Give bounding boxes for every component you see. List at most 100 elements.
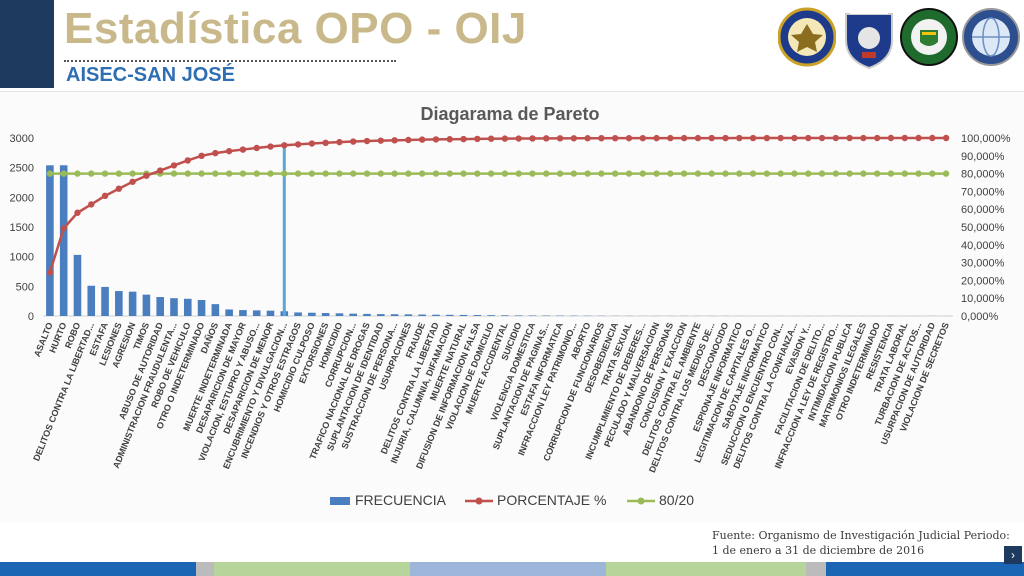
y-tick-label: 2000 [10, 192, 34, 204]
point-porcentaje [418, 136, 426, 143]
point-80-20 [887, 170, 895, 177]
point-porcentaje [212, 149, 219, 157]
point-80-20 [749, 170, 757, 177]
point-porcentaje [336, 138, 343, 146]
point-80-20 [446, 170, 453, 177]
point-porcentaje [694, 134, 702, 142]
y-tick-label: 1500 [10, 222, 34, 234]
point-80-20 [363, 170, 371, 177]
point-80-20 [46, 170, 54, 177]
point-80-20 [198, 170, 205, 177]
point-porcentaje [598, 134, 605, 142]
bar-frecuencia [266, 310, 275, 316]
legend-marker-porcentaje [475, 497, 483, 505]
point-porcentaje [101, 192, 109, 200]
bar-frecuencia [211, 304, 220, 316]
point-porcentaje [225, 147, 233, 155]
y2-tick-label: 70,000% [961, 186, 1005, 198]
point-porcentaje [432, 136, 440, 143]
point-porcentaje [860, 134, 867, 142]
point-porcentaje [515, 135, 522, 142]
point-80-20 [101, 170, 109, 177]
bar-frecuencia [156, 297, 164, 316]
point-porcentaje [667, 134, 674, 142]
next-slide-icon[interactable]: › [1004, 546, 1022, 564]
point-porcentaje [543, 135, 550, 142]
legend-swatch-frecuencia [330, 497, 350, 505]
point-porcentaje [115, 185, 123, 192]
point-80-20 [625, 170, 633, 177]
point-porcentaje [832, 134, 840, 142]
point-80-20 [915, 170, 922, 177]
point-porcentaje [322, 139, 329, 147]
y2-tick-label: 60,000% [961, 204, 1005, 216]
point-porcentaje [474, 135, 481, 143]
source-line-2: 1 de enero a 31 de diciembre de 2016 [712, 544, 925, 557]
point-80-20 [225, 170, 233, 177]
y-tick-label: 2500 [10, 163, 34, 175]
bar-frecuencia [335, 313, 344, 316]
point-porcentaje [129, 178, 136, 185]
chart-title: Diagarama de Pareto [420, 104, 599, 124]
point-80-20 [584, 170, 591, 177]
bar-frecuencia [308, 312, 316, 316]
point-porcentaje [818, 134, 826, 142]
fuerza-publica-badge-icon [845, 6, 893, 70]
point-80-20 [818, 170, 826, 177]
point-porcentaje [74, 209, 81, 216]
point-80-20 [212, 170, 219, 177]
point-porcentaje [763, 134, 771, 142]
point-porcentaje [60, 225, 67, 232]
point-porcentaje [942, 134, 950, 142]
point-80-20 [184, 170, 191, 177]
point-80-20 [405, 170, 412, 177]
point-porcentaje [570, 135, 578, 142]
point-80-20 [350, 170, 357, 177]
point-80-20 [170, 170, 178, 177]
point-80-20 [556, 170, 564, 177]
bar-frecuencia [128, 291, 137, 316]
footer-color-bars [0, 562, 1024, 576]
point-porcentaje [639, 134, 646, 142]
point-porcentaje [143, 172, 150, 179]
aisec-globe-emblem-icon [962, 8, 1020, 66]
y2-tick-label: 10,000% [961, 293, 1005, 305]
point-porcentaje [708, 134, 715, 142]
bar-frecuencia [142, 294, 151, 316]
bar-frecuencia [459, 314, 468, 316]
y2-tick-label: 90,000% [961, 151, 1005, 163]
bar-frecuencia [225, 309, 233, 316]
bar-frecuencia [115, 291, 123, 316]
point-porcentaje [887, 134, 895, 142]
point-80-20 [942, 170, 950, 177]
point-80-20 [336, 170, 343, 177]
bar-frecuencia [404, 314, 413, 316]
point-porcentaje [915, 134, 922, 142]
bar-frecuencia [432, 314, 440, 316]
source-line-1: Fuente: Organismo de Investigación Judic… [712, 529, 1010, 542]
point-80-20 [639, 170, 646, 177]
point-80-20 [653, 170, 660, 177]
point-80-20 [115, 170, 123, 177]
point-porcentaje [722, 134, 729, 142]
point-porcentaje [929, 134, 936, 142]
point-80-20 [253, 170, 260, 177]
logo-strip [778, 4, 1022, 70]
line-porcentaje [48, 136, 947, 273]
bar-frecuencia [363, 313, 371, 316]
y2-tick-label: 40,000% [961, 240, 1005, 252]
point-80-20 [308, 170, 316, 177]
point-80-20 [88, 170, 95, 177]
point-porcentaje [791, 134, 798, 142]
bar-frecuencia [473, 315, 482, 316]
point-80-20 [239, 170, 247, 177]
point-80-20 [929, 170, 936, 177]
point-porcentaje [184, 157, 191, 164]
bar-frecuencia [73, 254, 82, 316]
bar-frecuencia [501, 315, 509, 316]
point-80-20 [460, 170, 467, 177]
point-porcentaje [405, 136, 412, 144]
point-porcentaje [777, 134, 784, 142]
legend-label-80-20: 80/20 [659, 492, 694, 508]
point-porcentaje [294, 141, 302, 148]
